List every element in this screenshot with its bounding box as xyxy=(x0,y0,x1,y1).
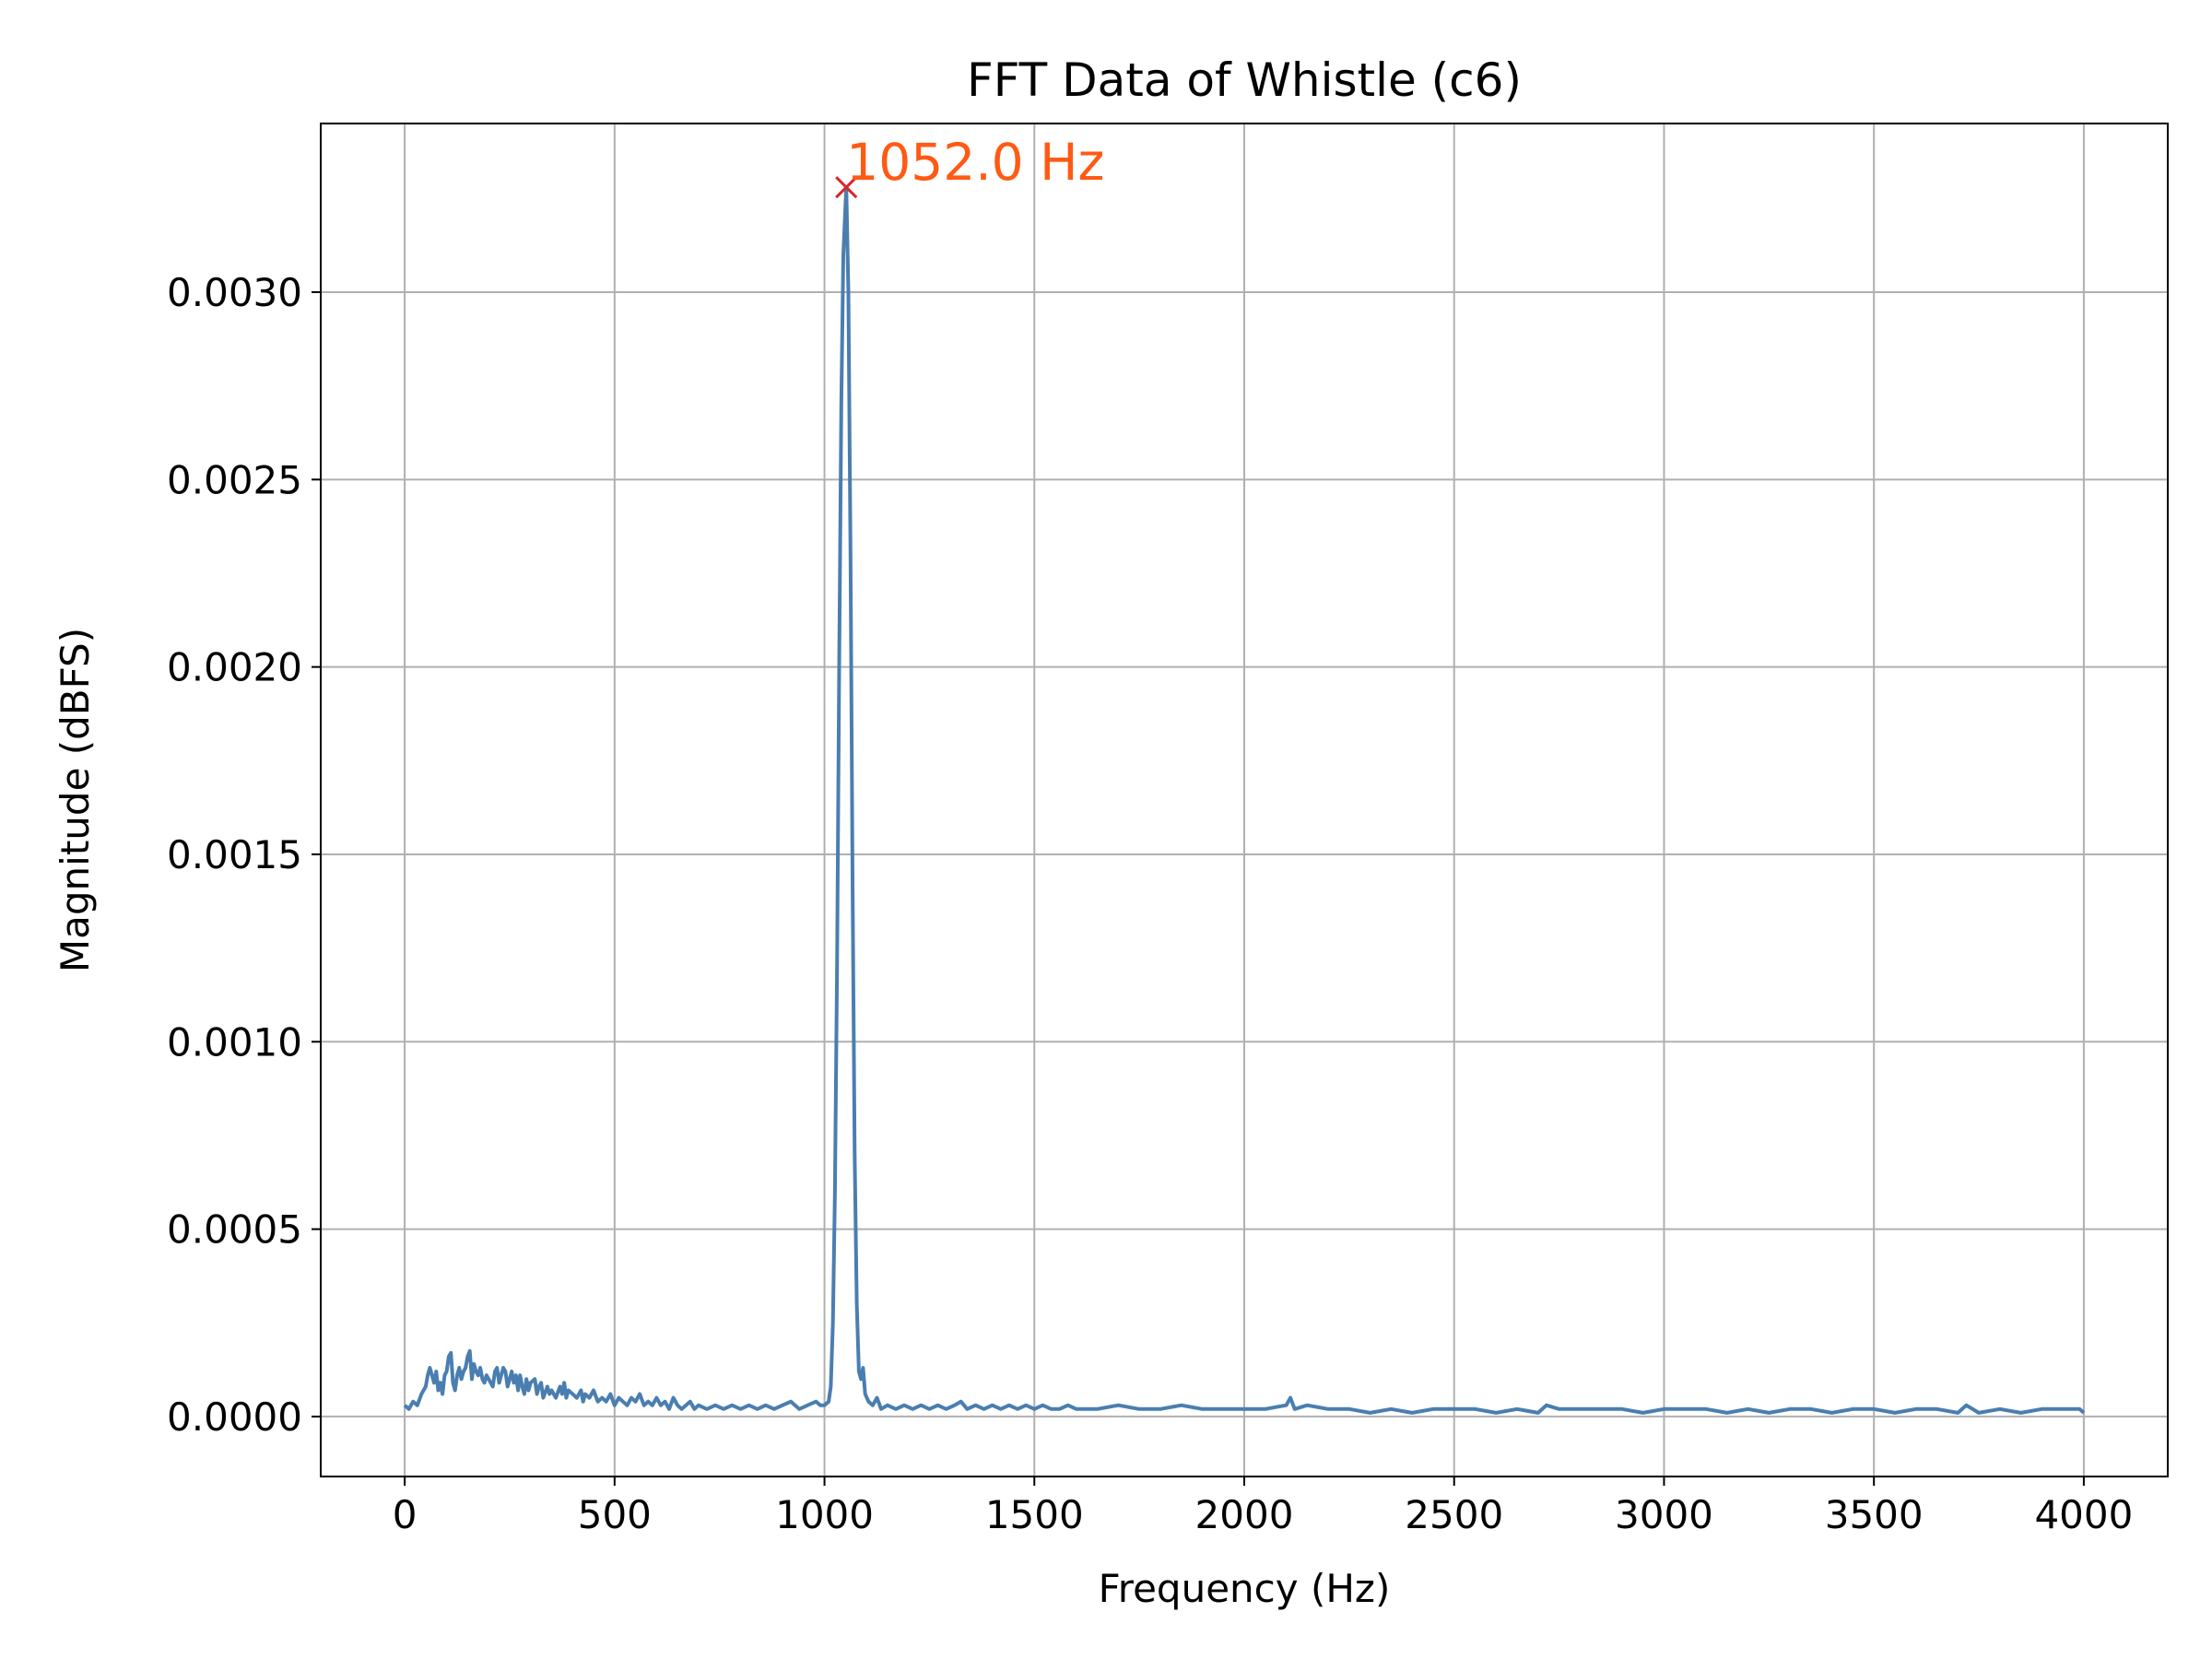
peak-label: 1052.0 Hz xyxy=(846,133,1104,192)
y-axis-label: Magnitude (dBFS) xyxy=(53,628,98,972)
y-tick-label: 0.0015 xyxy=(167,832,302,877)
y-tick-label: 0.0025 xyxy=(167,457,302,502)
x-tick-label: 1500 xyxy=(985,1492,1084,1537)
x-tick-label: 0 xyxy=(393,1492,418,1537)
x-tick-label: 4000 xyxy=(2034,1492,2133,1537)
chart-title: FFT Data of Whistle (c6) xyxy=(967,53,1522,107)
y-tick-label: 0.0000 xyxy=(167,1394,302,1440)
x-tick-label: 1000 xyxy=(775,1492,874,1537)
peak-marker xyxy=(835,176,858,199)
y-tick-label: 0.0030 xyxy=(167,270,302,315)
x-tick-label: 500 xyxy=(578,1492,652,1537)
x-tick-label: 2500 xyxy=(1405,1492,1503,1537)
y-tick-label: 0.0010 xyxy=(167,1019,302,1065)
x-tick-label: 3500 xyxy=(1825,1492,1924,1537)
series-line xyxy=(403,185,2086,1415)
x-axis-ticks: 0 500 1000 1500 2000 2500 3000 3500 4000 xyxy=(393,1477,2133,1537)
grid xyxy=(321,124,2168,1477)
peak-annotation: 1052.0 Hz xyxy=(835,133,1104,199)
x-tick-label: 2000 xyxy=(1195,1492,1294,1537)
x-axis-label: Frequency (Hz) xyxy=(1099,1566,1391,1611)
x-tick-label: 3000 xyxy=(1615,1492,1713,1537)
y-axis-ticks: 0.0000 0.0005 0.0010 0.0015 0.0020 0.0025 0.00… xyxy=(167,270,321,1440)
series-layer xyxy=(403,185,2086,1415)
y-tick-label: 0.0020 xyxy=(167,645,302,690)
y-tick-label: 0.0005 xyxy=(167,1207,302,1253)
